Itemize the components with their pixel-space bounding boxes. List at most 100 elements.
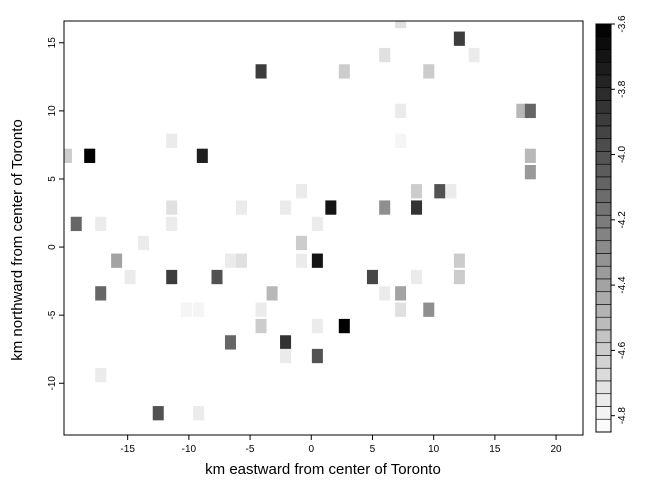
heatmap-cell	[124, 269, 136, 285]
heatmap-cell	[516, 103, 528, 119]
heatmap-cell	[95, 286, 107, 301]
colorbar-tick-label: -4.8	[617, 407, 628, 425]
colorbar-swatch	[595, 329, 612, 344]
colorbar-swatch	[595, 265, 612, 280]
heatmap-cell	[524, 165, 536, 180]
heatmap-cell	[311, 318, 323, 334]
heatmap-cell	[95, 216, 107, 232]
heatmap-cell	[180, 302, 192, 317]
colorbar-tick-label: -3.8	[617, 80, 628, 98]
heatmap-cell	[411, 184, 423, 199]
colorbar-swatch	[595, 138, 612, 152]
y-tick-label: -10	[47, 376, 58, 391]
colorbar-swatch	[595, 100, 612, 114]
heatmap-cell	[434, 184, 446, 199]
heatmap-cells	[64, 21, 536, 421]
colorbar-swatch	[595, 355, 612, 369]
heatmap-cell	[325, 200, 337, 215]
heatmap-cell	[255, 64, 267, 79]
colorbar-tick-label: -4.6	[617, 341, 628, 359]
heatmap-cell	[423, 64, 435, 79]
colorbar-tick-label: -4.4	[617, 276, 628, 294]
colorbar-swatch	[595, 125, 612, 140]
colorbar-swatch	[595, 278, 612, 293]
heatmap-cell	[166, 133, 178, 148]
heatmap-cell	[524, 148, 536, 163]
colorbar-swatch	[595, 406, 612, 420]
heatmap-cell	[311, 253, 323, 268]
heatmap-cell	[255, 302, 267, 317]
colorbar-swatch	[595, 253, 612, 267]
heatmap-cell	[395, 21, 407, 29]
heatmap-cell	[453, 253, 465, 268]
x-tick-label: 0	[308, 444, 314, 455]
heatmap-cell	[338, 318, 350, 334]
y-tick-label: 10	[47, 105, 58, 117]
colorbar-swatch	[595, 418, 612, 433]
heatmap-cell	[366, 269, 378, 285]
colorbar-swatch	[595, 112, 612, 127]
colorbar-frame	[595, 23, 612, 433]
heatmap-cell	[395, 103, 407, 119]
colorbar-swatch	[595, 151, 612, 165]
x-tick-label: -5	[246, 444, 255, 455]
heatmap-cell	[423, 302, 435, 317]
colorbar-swatch	[595, 163, 612, 178]
heatmap-cell	[70, 216, 82, 232]
colorbar-swatch	[595, 23, 612, 38]
heatmap-cell	[395, 286, 407, 301]
heatmap-cell	[395, 302, 407, 317]
colorbar-swatch	[595, 214, 612, 229]
colorbar-swatch	[595, 74, 612, 89]
colorbar-swatch	[595, 342, 612, 356]
colorbar-swatch	[595, 36, 612, 50]
x-axis-title: km eastward from center of Toronto	[205, 461, 441, 478]
heatmap-cell	[524, 103, 536, 119]
x-tick-label: -15	[120, 444, 135, 455]
colorbar-swatch	[595, 380, 612, 395]
colorbar-swatch	[595, 189, 612, 203]
colorbar-swatch	[595, 291, 612, 305]
colorbar-tick-label: -4.2	[617, 211, 628, 229]
heatmap-cell	[193, 406, 205, 421]
heatmap-cell	[95, 367, 107, 383]
y-tick-label: 0	[47, 244, 58, 250]
heatmap-cell	[224, 253, 236, 268]
heatmap-cell	[280, 200, 292, 215]
heatmap-cell	[84, 148, 96, 163]
heatmap-cell	[166, 200, 178, 215]
heatmap-cell	[468, 47, 480, 63]
heatmap-cell	[453, 269, 465, 285]
x-tick-label: 5	[370, 444, 376, 455]
heatmap-cell	[338, 64, 350, 79]
heatmap-cell	[166, 269, 178, 285]
heatmap-cell	[411, 200, 423, 215]
y-tick-label: 5	[47, 176, 58, 182]
heatmap-cell	[295, 253, 307, 268]
colorbar-tick-label: -3.6	[617, 15, 628, 33]
colorbar: -3.6 -3.8 -4.0 -4.2 -4.4 -4.6 -4.8	[595, 15, 628, 433]
heatmap-cell	[379, 47, 391, 63]
heatmap-cell	[379, 286, 391, 301]
plot-frame	[63, 20, 584, 436]
heatmap-cell	[266, 286, 278, 301]
heatmap-cell	[138, 235, 150, 251]
colorbar-swatch	[595, 393, 612, 407]
heatmap-cell	[255, 318, 267, 334]
colorbar-swatch	[595, 61, 612, 76]
y-tick-label: 15	[47, 37, 58, 49]
colorbar-swatch	[595, 227, 612, 242]
heatmap-cell	[193, 302, 205, 317]
colorbar-swatch	[595, 87, 612, 101]
heatmap-cell	[211, 269, 223, 285]
heatmap-cell	[295, 184, 307, 199]
heatmap-cell	[311, 348, 323, 364]
colorbar-swatch	[595, 202, 612, 216]
heatmap-cell	[235, 200, 247, 215]
colorbar-swatch	[595, 176, 612, 191]
colorbar-swatch	[595, 49, 612, 63]
heatmap-cell	[411, 269, 423, 285]
heatmap-cell	[166, 216, 178, 232]
x-tick-label: 10	[428, 444, 440, 455]
